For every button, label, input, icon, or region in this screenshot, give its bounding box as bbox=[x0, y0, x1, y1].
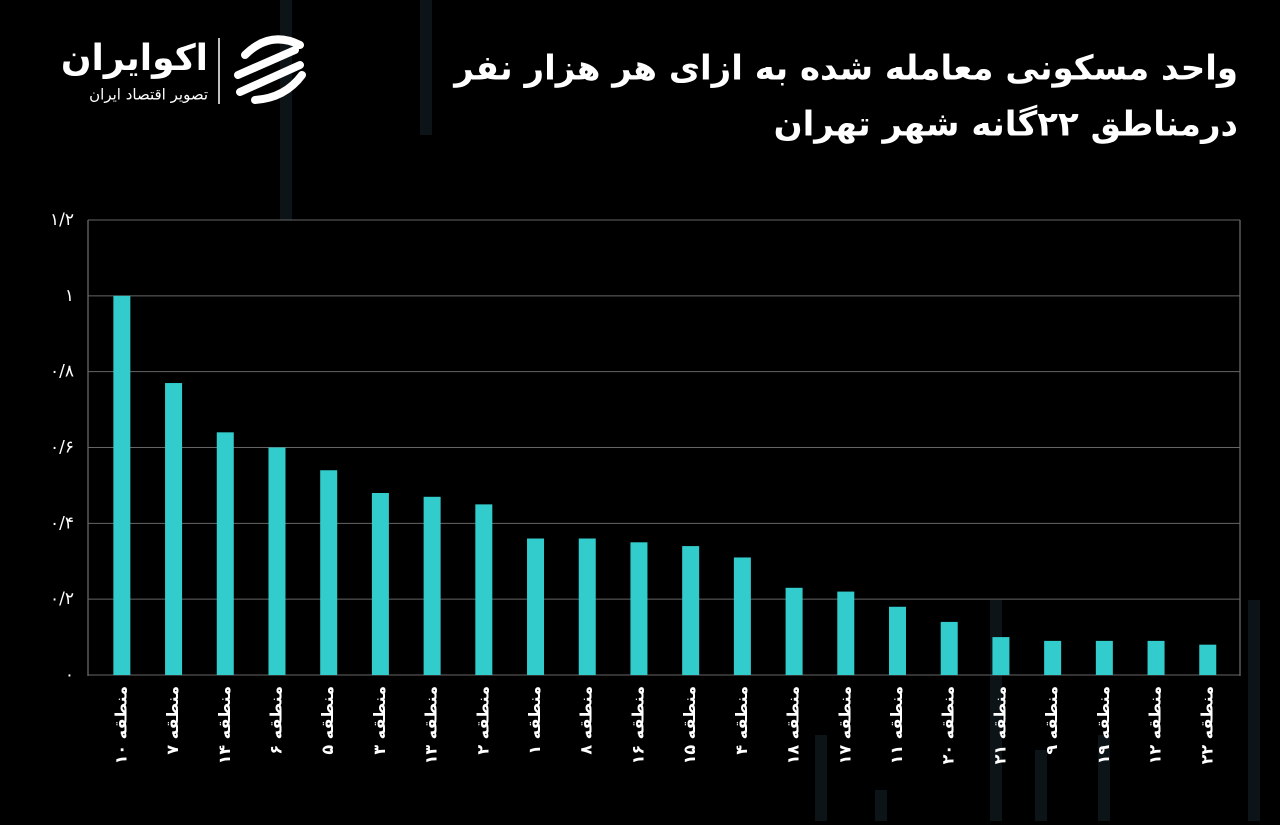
x-tick-label: منطقه ۶ bbox=[266, 686, 285, 755]
bar bbox=[992, 637, 1010, 675]
x-tick-label: منطقه ۱۸ bbox=[784, 686, 803, 764]
bar bbox=[268, 447, 286, 675]
x-tick-label: منطقه ۱۱ bbox=[887, 686, 906, 764]
logo-icon bbox=[234, 35, 306, 104]
bar bbox=[785, 587, 803, 675]
y-tick-label: ۱ bbox=[65, 286, 74, 306]
x-tick-label: منطقه ۱۹ bbox=[1094, 686, 1113, 764]
bar bbox=[113, 295, 131, 675]
y-tick-label: ۰/۶ bbox=[50, 438, 74, 458]
bar bbox=[682, 546, 700, 675]
logo-name: اکوایران bbox=[61, 38, 208, 79]
x-tick-label: منطقه ۱۴ bbox=[215, 686, 234, 764]
bar bbox=[1044, 640, 1062, 675]
bar bbox=[837, 591, 855, 675]
chart-subtitle: درمناطق ۲۲گانه شهر تهران bbox=[774, 105, 1238, 145]
x-tick-label: منطقه ۱ bbox=[525, 686, 544, 755]
bar bbox=[320, 470, 338, 675]
bar bbox=[475, 504, 493, 675]
y-tick-label: ۰/۲ bbox=[50, 589, 74, 609]
x-tick-label: منطقه ۵ bbox=[318, 686, 337, 755]
x-tick-label: منطقه ۲۲ bbox=[1197, 686, 1216, 764]
x-tick-label: منطقه ۹ bbox=[1042, 686, 1061, 755]
x-tick-label: منطقه ۷ bbox=[163, 686, 182, 755]
y-tick-label: ۱/۲ bbox=[50, 210, 74, 230]
chart-title: واحد مسکونی معامله شده به ازای هر هزار ن… bbox=[452, 49, 1238, 89]
x-tick-label: منطقه ۸ bbox=[577, 686, 596, 755]
logo-tagline: تصویر اقتصاد ایران bbox=[89, 86, 208, 104]
bar bbox=[630, 542, 648, 675]
bar bbox=[216, 432, 234, 675]
x-tick-label: منطقه ۱۲ bbox=[1146, 686, 1165, 764]
bar bbox=[423, 496, 441, 675]
x-tick-label: منطقه ۲۱ bbox=[990, 686, 1009, 764]
bar bbox=[371, 493, 389, 675]
y-tick-label: ۰/۸ bbox=[50, 362, 74, 382]
bar bbox=[1199, 644, 1217, 675]
x-tick-label: منطقه ۱۶ bbox=[628, 686, 647, 764]
x-tick-label: منطقه ۲۰ bbox=[939, 686, 958, 764]
bar bbox=[578, 538, 596, 675]
y-tick-label: ۰/۴ bbox=[50, 513, 74, 533]
x-tick-label: منطقه ۱۳ bbox=[422, 686, 441, 764]
x-tick-label: منطقه ۲ bbox=[473, 686, 492, 755]
bar bbox=[527, 538, 545, 675]
bar bbox=[1147, 640, 1165, 675]
bar bbox=[1095, 640, 1113, 675]
y-tick-label: ۰ bbox=[65, 665, 74, 685]
x-tick-label: منطقه ۳ bbox=[370, 686, 389, 755]
bar bbox=[733, 557, 751, 675]
bar bbox=[940, 621, 958, 675]
x-tick-label: منطقه ۱۰ bbox=[111, 686, 130, 764]
x-tick-label: منطقه ۱۷ bbox=[835, 686, 854, 764]
x-tick-label: منطقه ۴ bbox=[732, 686, 751, 755]
bar bbox=[889, 606, 907, 675]
x-tick-label: منطقه ۱۵ bbox=[680, 686, 699, 764]
bar bbox=[165, 383, 183, 675]
